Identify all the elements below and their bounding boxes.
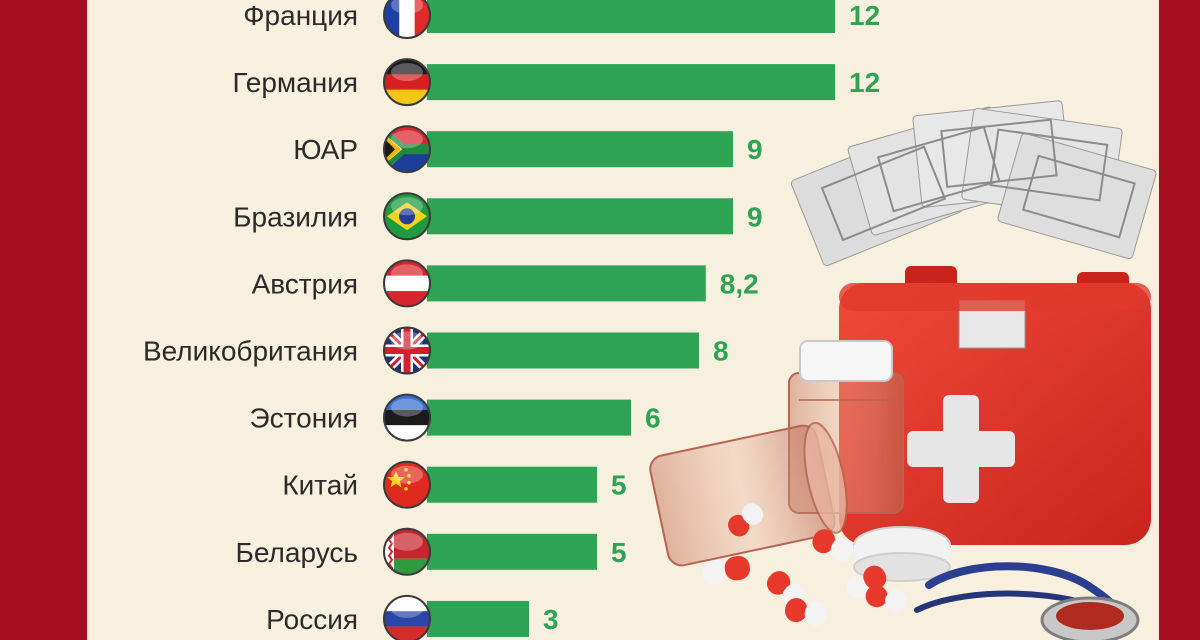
flag-germany-icon xyxy=(383,58,431,107)
medicine-illustration xyxy=(649,100,1157,640)
category-label: Великобритания xyxy=(143,336,358,367)
bar xyxy=(427,64,835,101)
category-label: Китай xyxy=(282,470,358,501)
bar-row: Великобритания 8 xyxy=(143,326,729,375)
flag-china-icon xyxy=(383,460,431,509)
value-label: 8 xyxy=(713,336,729,367)
flag-belarus-icon xyxy=(383,527,431,576)
category-label: Беларусь xyxy=(236,537,358,568)
flag-estonia-icon xyxy=(383,393,431,442)
bar-row: Франция 12 xyxy=(243,0,880,39)
value-label: 9 xyxy=(747,134,763,165)
category-label: ЮАР xyxy=(293,134,358,165)
category-label: Франция xyxy=(243,0,358,31)
flag-uk-icon xyxy=(383,326,431,375)
bars-layer: Франция 12 Германия 12 ЮАР 9 Бразилия 9 Австрия 8… xyxy=(143,0,880,640)
bar-row: Россия 3 xyxy=(266,594,559,640)
flag-austria-icon xyxy=(383,259,431,308)
bar-chart: Франция 12 Германия 12 ЮАР 9 Бразилия 9 Австрия 8… xyxy=(143,0,1157,640)
category-label: Бразилия xyxy=(233,201,358,232)
value-label: 12 xyxy=(849,67,880,98)
bar-row: Австрия 8,2 xyxy=(252,259,759,308)
bar xyxy=(427,466,597,503)
bar xyxy=(427,265,706,302)
value-label: 6 xyxy=(645,403,661,434)
banknotes-icon xyxy=(790,100,1157,267)
value-label: 12 xyxy=(849,0,880,31)
bar xyxy=(427,332,699,369)
category-label: Германия xyxy=(232,67,358,98)
value-label: 8,2 xyxy=(720,268,759,299)
flag-brazil-icon xyxy=(383,192,431,241)
stethoscope-icon xyxy=(914,562,1140,640)
value-label: 3 xyxy=(543,604,559,635)
bar-row: Бразилия 9 xyxy=(233,192,763,241)
bar-row: Эстония 6 xyxy=(250,393,661,442)
bar xyxy=(427,600,529,637)
bar xyxy=(427,533,597,570)
pill-jar-tipped-icon xyxy=(649,421,848,567)
bar-row: Германия 12 xyxy=(232,58,880,107)
bar xyxy=(427,131,733,168)
bar-row: ЮАР 9 xyxy=(293,125,763,174)
bar-row: Китай 5 xyxy=(282,460,627,509)
bar-row: Беларусь 5 xyxy=(236,527,627,576)
first-aid-kit-icon xyxy=(839,266,1151,545)
bar xyxy=(427,0,835,33)
bar xyxy=(427,399,631,436)
flag-russia-icon xyxy=(383,594,431,640)
value-label: 9 xyxy=(747,201,763,232)
value-label: 5 xyxy=(611,537,627,568)
value-label: 5 xyxy=(611,470,627,501)
category-label: Россия xyxy=(266,604,358,635)
category-label: Эстония xyxy=(250,403,358,434)
category-label: Австрия xyxy=(252,268,358,299)
capsules-icon xyxy=(702,503,907,626)
chart-panel: Франция 12 Германия 12 ЮАР 9 Бразилия 9 Австрия 8… xyxy=(87,0,1159,640)
bar xyxy=(427,198,733,235)
flag-france-icon xyxy=(383,0,431,39)
flag-south-africa-icon xyxy=(383,125,431,174)
